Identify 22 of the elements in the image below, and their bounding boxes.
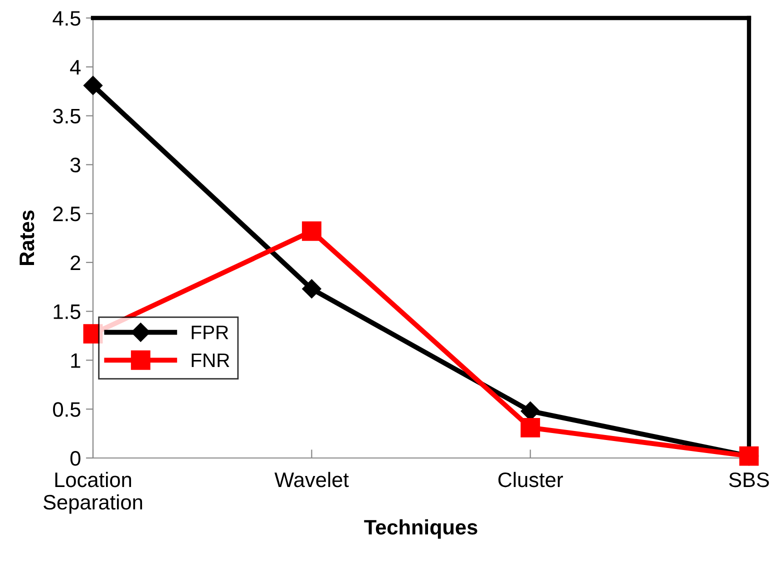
legend-label: FPR <box>192 326 228 340</box>
y-tick-label: 1.5 <box>54 304 80 320</box>
x-tick-label: Wavelet <box>274 472 349 488</box>
x-axis-title: Techniques <box>364 519 478 539</box>
point <box>520 418 540 438</box>
x-tick-label: Location Separation <box>44 472 142 514</box>
point <box>83 76 103 95</box>
x-tick-label: SBS <box>729 472 769 488</box>
y-tick-label: 4.5 <box>52 11 80 26</box>
y-tick-label: 0.5 <box>53 402 80 417</box>
point <box>302 221 322 241</box>
y-axis-title: Rates <box>20 210 34 265</box>
y-tick-label: 3 <box>70 158 80 172</box>
legend-label: FNR <box>192 354 230 367</box>
y-tick-label: 2.5 <box>53 206 80 222</box>
y-tick-label: 0 <box>70 451 80 466</box>
y-tick-label: 1 <box>71 353 80 368</box>
point <box>302 279 322 298</box>
y-tick-label: 2 <box>70 255 80 270</box>
y-tick-label: 4 <box>70 60 81 74</box>
y-tick-label: 3.5 <box>53 108 80 124</box>
x-tick-label: Cluster <box>498 472 563 488</box>
